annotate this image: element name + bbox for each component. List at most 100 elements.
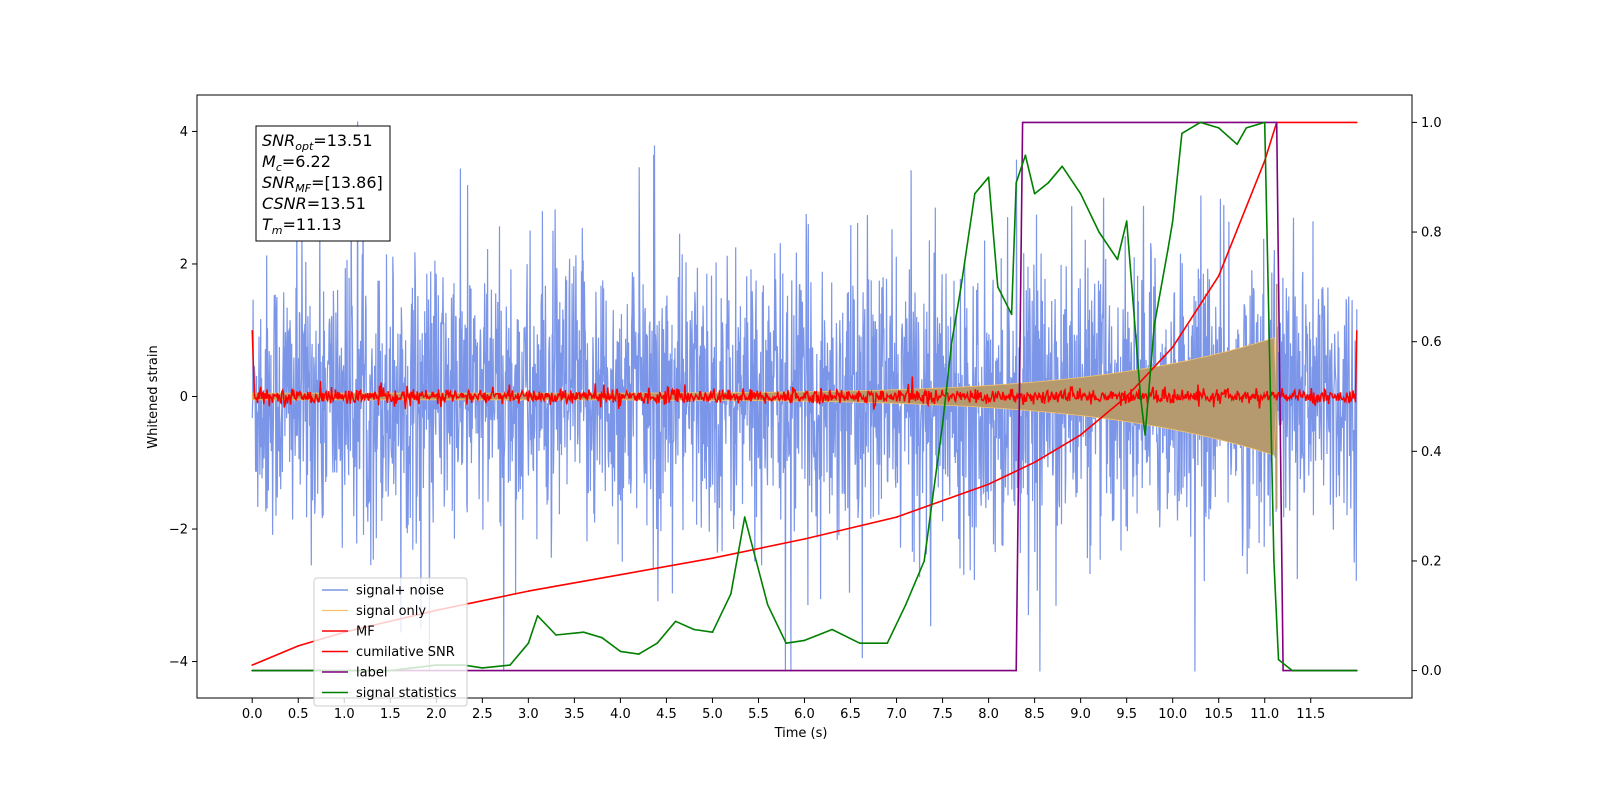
annotation-value: =13.51 bbox=[313, 131, 372, 150]
series-signal-statistics-point bbox=[1125, 220, 1128, 222]
series-signal-statistics-point bbox=[1356, 669, 1358, 672]
series-signal-statistics-point bbox=[1010, 313, 1013, 316]
annotation-line: Mc=6.22 bbox=[262, 152, 331, 174]
y-right-tick-label: 0.4 bbox=[1421, 445, 1442, 460]
y-left-tick-label: 4 bbox=[180, 125, 188, 140]
legend: signal+ noise signal only MF cumilative SNR… bbox=[313, 577, 468, 707]
x-tick-label: 0.0 bbox=[242, 707, 263, 722]
series-signal-statistics-point bbox=[941, 423, 944, 425]
series-signal-statistics-point bbox=[481, 667, 484, 669]
legend-label: signal only bbox=[356, 604, 426, 619]
series-signal-statistics-point bbox=[1181, 132, 1183, 135]
y-right-tick-label: 0.2 bbox=[1421, 554, 1442, 569]
series-cumilative-snr-point bbox=[297, 645, 300, 647]
series-signal-statistics-point bbox=[674, 620, 677, 623]
y-right-tick-label: 0.6 bbox=[1421, 335, 1442, 350]
x-tick-label: 1.0 bbox=[334, 707, 355, 722]
series-signal-statistics-point bbox=[555, 634, 557, 636]
series-signal-statistics-point bbox=[1024, 154, 1027, 157]
series-cumilative-snr-point bbox=[1217, 275, 1220, 277]
legend-label: MF bbox=[356, 625, 375, 640]
series-signal-statistics-point bbox=[582, 631, 585, 633]
x-tick-label: 3.5 bbox=[564, 707, 585, 722]
series-signal-statistics-point bbox=[831, 628, 833, 631]
x-tick-label: 7.5 bbox=[932, 707, 953, 722]
annotation-subscript: MF bbox=[295, 182, 311, 195]
series-signal-statistics-point bbox=[923, 560, 925, 562]
series-signal-statistics-point bbox=[951, 340, 953, 343]
series-signal-statistics-point bbox=[601, 636, 603, 639]
x-axis-label: Time (s) bbox=[774, 726, 828, 741]
annotation-symbol: SNR bbox=[262, 131, 295, 150]
series-signal-statistics-point bbox=[1015, 181, 1017, 184]
legend-label: signal statistics bbox=[356, 686, 457, 701]
series-signal-statistics-point bbox=[1139, 395, 1142, 398]
y-axis-left: 4 2 0 −2 −4 bbox=[169, 125, 197, 670]
y-right-tick-label: 1.0 bbox=[1421, 116, 1442, 131]
x-tick-label: 6.0 bbox=[794, 707, 815, 722]
series-signal-statistics-point bbox=[1144, 434, 1146, 436]
annotation-value: =[13.86] bbox=[311, 173, 383, 192]
series-signal-statistics-point bbox=[509, 664, 511, 666]
legend-label: cumilative SNR bbox=[356, 645, 455, 660]
x-tick-label: 10.5 bbox=[1204, 707, 1233, 722]
series-cumilative-snr-point bbox=[1356, 121, 1358, 124]
x-tick-label: 5.5 bbox=[748, 707, 769, 722]
series-signal-statistics-point bbox=[251, 669, 253, 672]
x-tick-label: 7.0 bbox=[886, 707, 907, 722]
y-left-tick-label: 2 bbox=[180, 257, 188, 272]
legend-frame bbox=[313, 577, 468, 707]
series-cumilative-snr-point bbox=[987, 483, 990, 486]
y-left-tick-label: −4 bbox=[169, 655, 188, 670]
series-label-point bbox=[1015, 669, 1017, 672]
series-signal-statistics-point bbox=[1153, 324, 1156, 327]
x-tick-label: 6.5 bbox=[840, 707, 861, 722]
series-cumilative-snr-point bbox=[1125, 395, 1128, 398]
series-signal-statistics-point bbox=[619, 650, 622, 653]
series-signal-statistics-point bbox=[1079, 192, 1082, 195]
series-cumilative-snr-point bbox=[711, 557, 714, 559]
series-mf-line bbox=[251, 330, 1358, 410]
x-tick-label: 4.5 bbox=[656, 707, 677, 722]
x-axis: 0.0 0.5 1.0 1.5 2.0 2.5 3.0 3.5 4.0 4.5 5.0 5.5 6.0 6… bbox=[242, 698, 1325, 722]
x-tick-label: 1.5 bbox=[380, 707, 401, 722]
x-tick-label: 9.5 bbox=[1116, 707, 1137, 722]
series-signal-statistics-point bbox=[904, 604, 907, 606]
series-signal-statistics-point bbox=[743, 516, 746, 518]
series-signal-statistics-point bbox=[1273, 560, 1275, 562]
series-signal-statistics-point bbox=[1098, 231, 1100, 233]
y-left-tick-label: −2 bbox=[169, 523, 188, 538]
series-signal-statistics-point bbox=[693, 628, 695, 631]
series-signal-statistics-point bbox=[766, 604, 769, 606]
series-signal-statistics-point bbox=[960, 286, 962, 288]
annotation-subscript: m bbox=[272, 224, 283, 237]
series-label-point bbox=[1282, 669, 1284, 672]
annotation-value: =6.22 bbox=[282, 152, 331, 171]
series-label-point bbox=[1275, 121, 1278, 124]
x-tick-label: 8.0 bbox=[978, 707, 999, 722]
x-tick-label: 11.0 bbox=[1250, 707, 1279, 722]
annotation-symbol: SNR bbox=[262, 173, 295, 192]
annotation-symbol: M bbox=[262, 152, 276, 171]
series-cumilative-snr-point bbox=[619, 573, 622, 576]
annotation-line: CSNR=13.51 bbox=[262, 194, 366, 213]
x-tick-label: 8.5 bbox=[1024, 707, 1045, 722]
x-tick-label: 5.0 bbox=[702, 707, 723, 722]
series-signal-statistics-point bbox=[785, 642, 787, 644]
series-signal-statistics-point bbox=[1236, 143, 1238, 146]
series-signal-statistics-point bbox=[656, 642, 658, 644]
x-tick-label: 11.5 bbox=[1296, 707, 1325, 722]
series-signal-statistics-point bbox=[1245, 127, 1248, 129]
x-tick-label: 10.0 bbox=[1158, 707, 1187, 722]
series-signal-statistics-point bbox=[1171, 220, 1174, 222]
series-signal-statistics-point bbox=[536, 615, 539, 617]
series-cumilative-snr-point bbox=[803, 538, 806, 540]
annotation-symbol: T bbox=[262, 215, 273, 234]
series-signal-statistics-point bbox=[1277, 658, 1280, 661]
series-signal-statistics-point bbox=[638, 653, 640, 655]
series-cumilative-snr-point bbox=[527, 590, 530, 592]
annotation-value: =13.51 bbox=[307, 194, 366, 213]
annotation-frame bbox=[255, 125, 391, 242]
series-signal-statistics-point bbox=[1116, 258, 1119, 261]
series-cumilative-snr-point bbox=[1033, 461, 1036, 464]
